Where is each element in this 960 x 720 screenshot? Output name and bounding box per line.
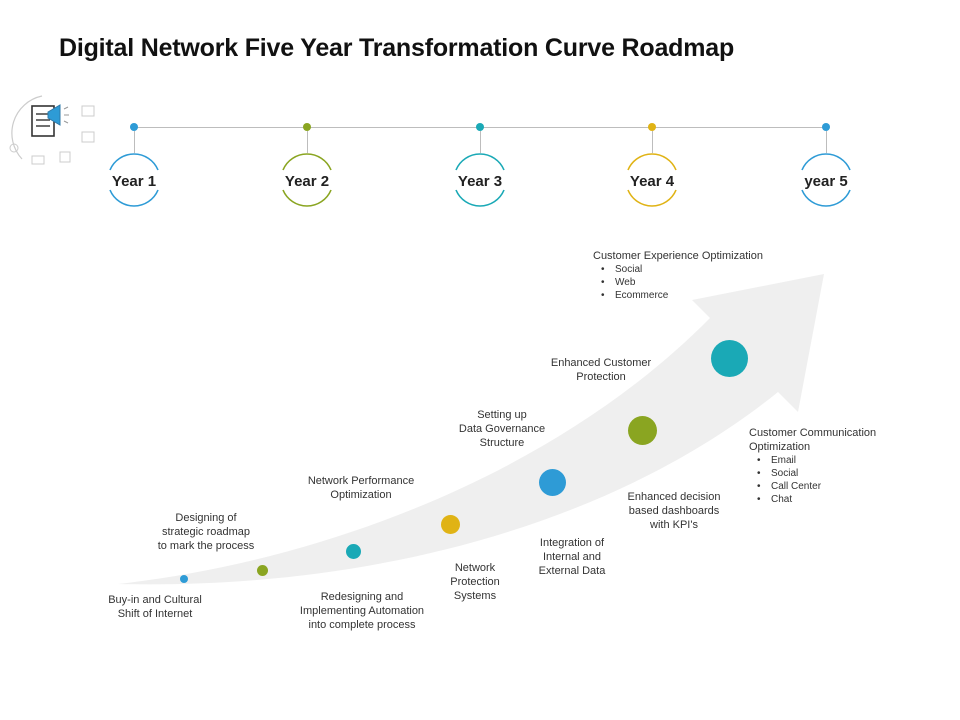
year-dot [648, 123, 656, 131]
label-line: strategic roadmap [161, 526, 251, 538]
milestone-label: Designing of strategic roadmap to mark t… [140, 511, 272, 553]
milestone-label: Enhanced Customer Protection [536, 356, 666, 384]
list-item: Social [757, 467, 929, 480]
milestone-label: Redesigning and Implementing Automation … [286, 590, 438, 632]
year-stem [306, 131, 308, 153]
milestone-dot [257, 565, 268, 576]
year-3-marker: Year 3 [450, 122, 510, 212]
customer-communication-list: Email Social Call Center Chat [749, 454, 929, 506]
year-dot [822, 123, 830, 131]
label-line: to mark the process [157, 540, 255, 552]
label-line: Data Governance [458, 423, 546, 435]
label-line: Network [454, 562, 496, 574]
milestone-dot [180, 575, 188, 583]
year-label: Year 2 [284, 173, 330, 190]
label-line: Optimization [330, 489, 392, 501]
year-label: Year 4 [629, 173, 675, 190]
year-dot [303, 123, 311, 131]
milestone-label: Setting up Data Governance Structure [446, 408, 558, 450]
year-label: year 5 [804, 173, 848, 190]
label-line: Protection [576, 371, 626, 383]
year-dot [130, 123, 138, 131]
milestone-label: Integration of Internal and External Dat… [526, 536, 618, 578]
year-dot [476, 123, 484, 131]
milestone-label: Buy-in and Cultural Shift of Internet [90, 593, 220, 621]
year-4-marker: Year 4 [622, 122, 682, 212]
year-stem [651, 131, 653, 153]
milestone-label: Enhanced decision based dashboards with … [612, 490, 736, 532]
list-item: Call Center [757, 480, 929, 493]
label-line: Integration of [539, 537, 605, 549]
label-line: Setting up [477, 409, 527, 421]
page-title: Digital Network Five Year Transformation… [59, 34, 735, 62]
label-line: Implementing Automation [299, 605, 425, 617]
milestone-dot [539, 469, 566, 496]
label-line: Network Performance [307, 475, 415, 487]
label-line: Enhanced decision [627, 491, 721, 503]
label-line: Systems [453, 590, 497, 602]
label-line: Enhanced Customer [550, 357, 652, 369]
year-stem [133, 131, 135, 153]
customer-experience-block: Customer Experience Optimization Social … [593, 249, 803, 302]
milestone-dot [628, 416, 657, 445]
year-stem [479, 131, 481, 153]
year-label: Year 1 [111, 173, 157, 190]
label-line: Internal and [542, 551, 602, 563]
year-1-marker: Year 1 [104, 122, 164, 212]
customer-experience-list: Social Web Ecommerce [593, 263, 803, 302]
list-item: Email [757, 454, 929, 467]
label-line: Buy-in and Cultural [108, 594, 202, 606]
list-item: Web [601, 276, 803, 289]
label-line: Structure [479, 437, 525, 449]
customer-communication-heading: Customer Communication [749, 427, 877, 439]
milestone-label: Network Performance Optimization [296, 474, 426, 502]
label-line: Designing of [175, 512, 237, 524]
year-5-marker: year 5 [796, 122, 856, 212]
customer-experience-heading: Customer Experience Optimization [593, 250, 763, 262]
year-stem [825, 131, 827, 153]
list-item: Ecommerce [601, 289, 803, 302]
list-item: Social [601, 263, 803, 276]
label-line: with KPI's [650, 519, 698, 531]
list-item: Chat [757, 493, 929, 506]
milestone-dot [711, 340, 748, 377]
label-line: Protection [450, 576, 500, 588]
label-line: into complete process [308, 619, 416, 631]
year-label: Year 3 [457, 173, 503, 190]
label-line: External Data [538, 565, 606, 577]
megaphone-document-icon [2, 84, 112, 174]
label-line: Redesigning and [320, 591, 404, 603]
customer-communication-block: Customer Communication Optimization Emai… [749, 426, 929, 506]
milestone-dot [346, 544, 361, 559]
label-line: based dashboards [628, 505, 720, 517]
milestone-label: Network Protection Systems [435, 561, 515, 603]
milestone-dot [441, 515, 460, 534]
label-line: Shift of Internet [117, 608, 193, 620]
customer-communication-heading: Optimization [749, 441, 811, 453]
year-2-marker: Year 2 [277, 122, 337, 212]
